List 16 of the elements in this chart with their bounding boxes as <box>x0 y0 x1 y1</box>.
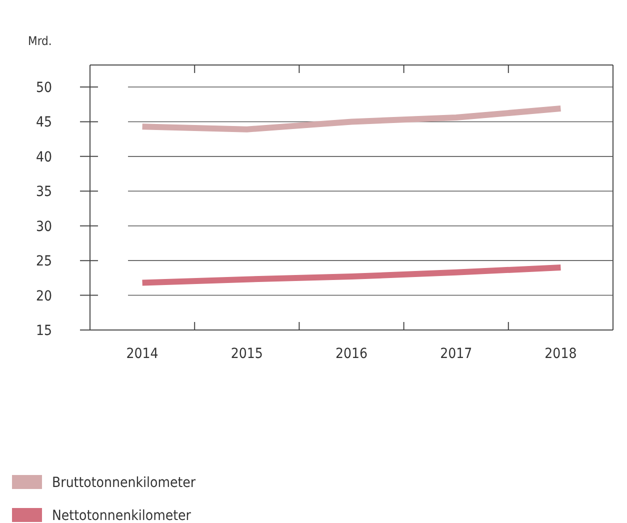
legend-label: Bruttotonnenkilometer <box>52 475 196 491</box>
y-tick-label: 30 <box>36 218 52 235</box>
y-axis-title: Mrd. <box>28 34 52 48</box>
x-tick-label: 2018 <box>544 346 577 362</box>
y-tick-label: 45 <box>36 114 52 131</box>
y-tick-label: 40 <box>36 149 52 166</box>
y-tick-label: 50 <box>36 80 52 96</box>
x-tick-label: 2014 <box>126 346 158 362</box>
x-tick-label: 2017 <box>440 346 472 362</box>
y-tick-label: 35 <box>36 184 52 200</box>
x-tick-label: 2015 <box>230 346 263 362</box>
x-tick-label: 2016 <box>335 346 368 362</box>
y-tick-label: 15 <box>36 323 52 339</box>
legend-label: Nettotonnenkilometer <box>52 508 192 523</box>
y-tick-label: 25 <box>36 254 52 270</box>
y-tick-label: 20 <box>36 288 52 304</box>
